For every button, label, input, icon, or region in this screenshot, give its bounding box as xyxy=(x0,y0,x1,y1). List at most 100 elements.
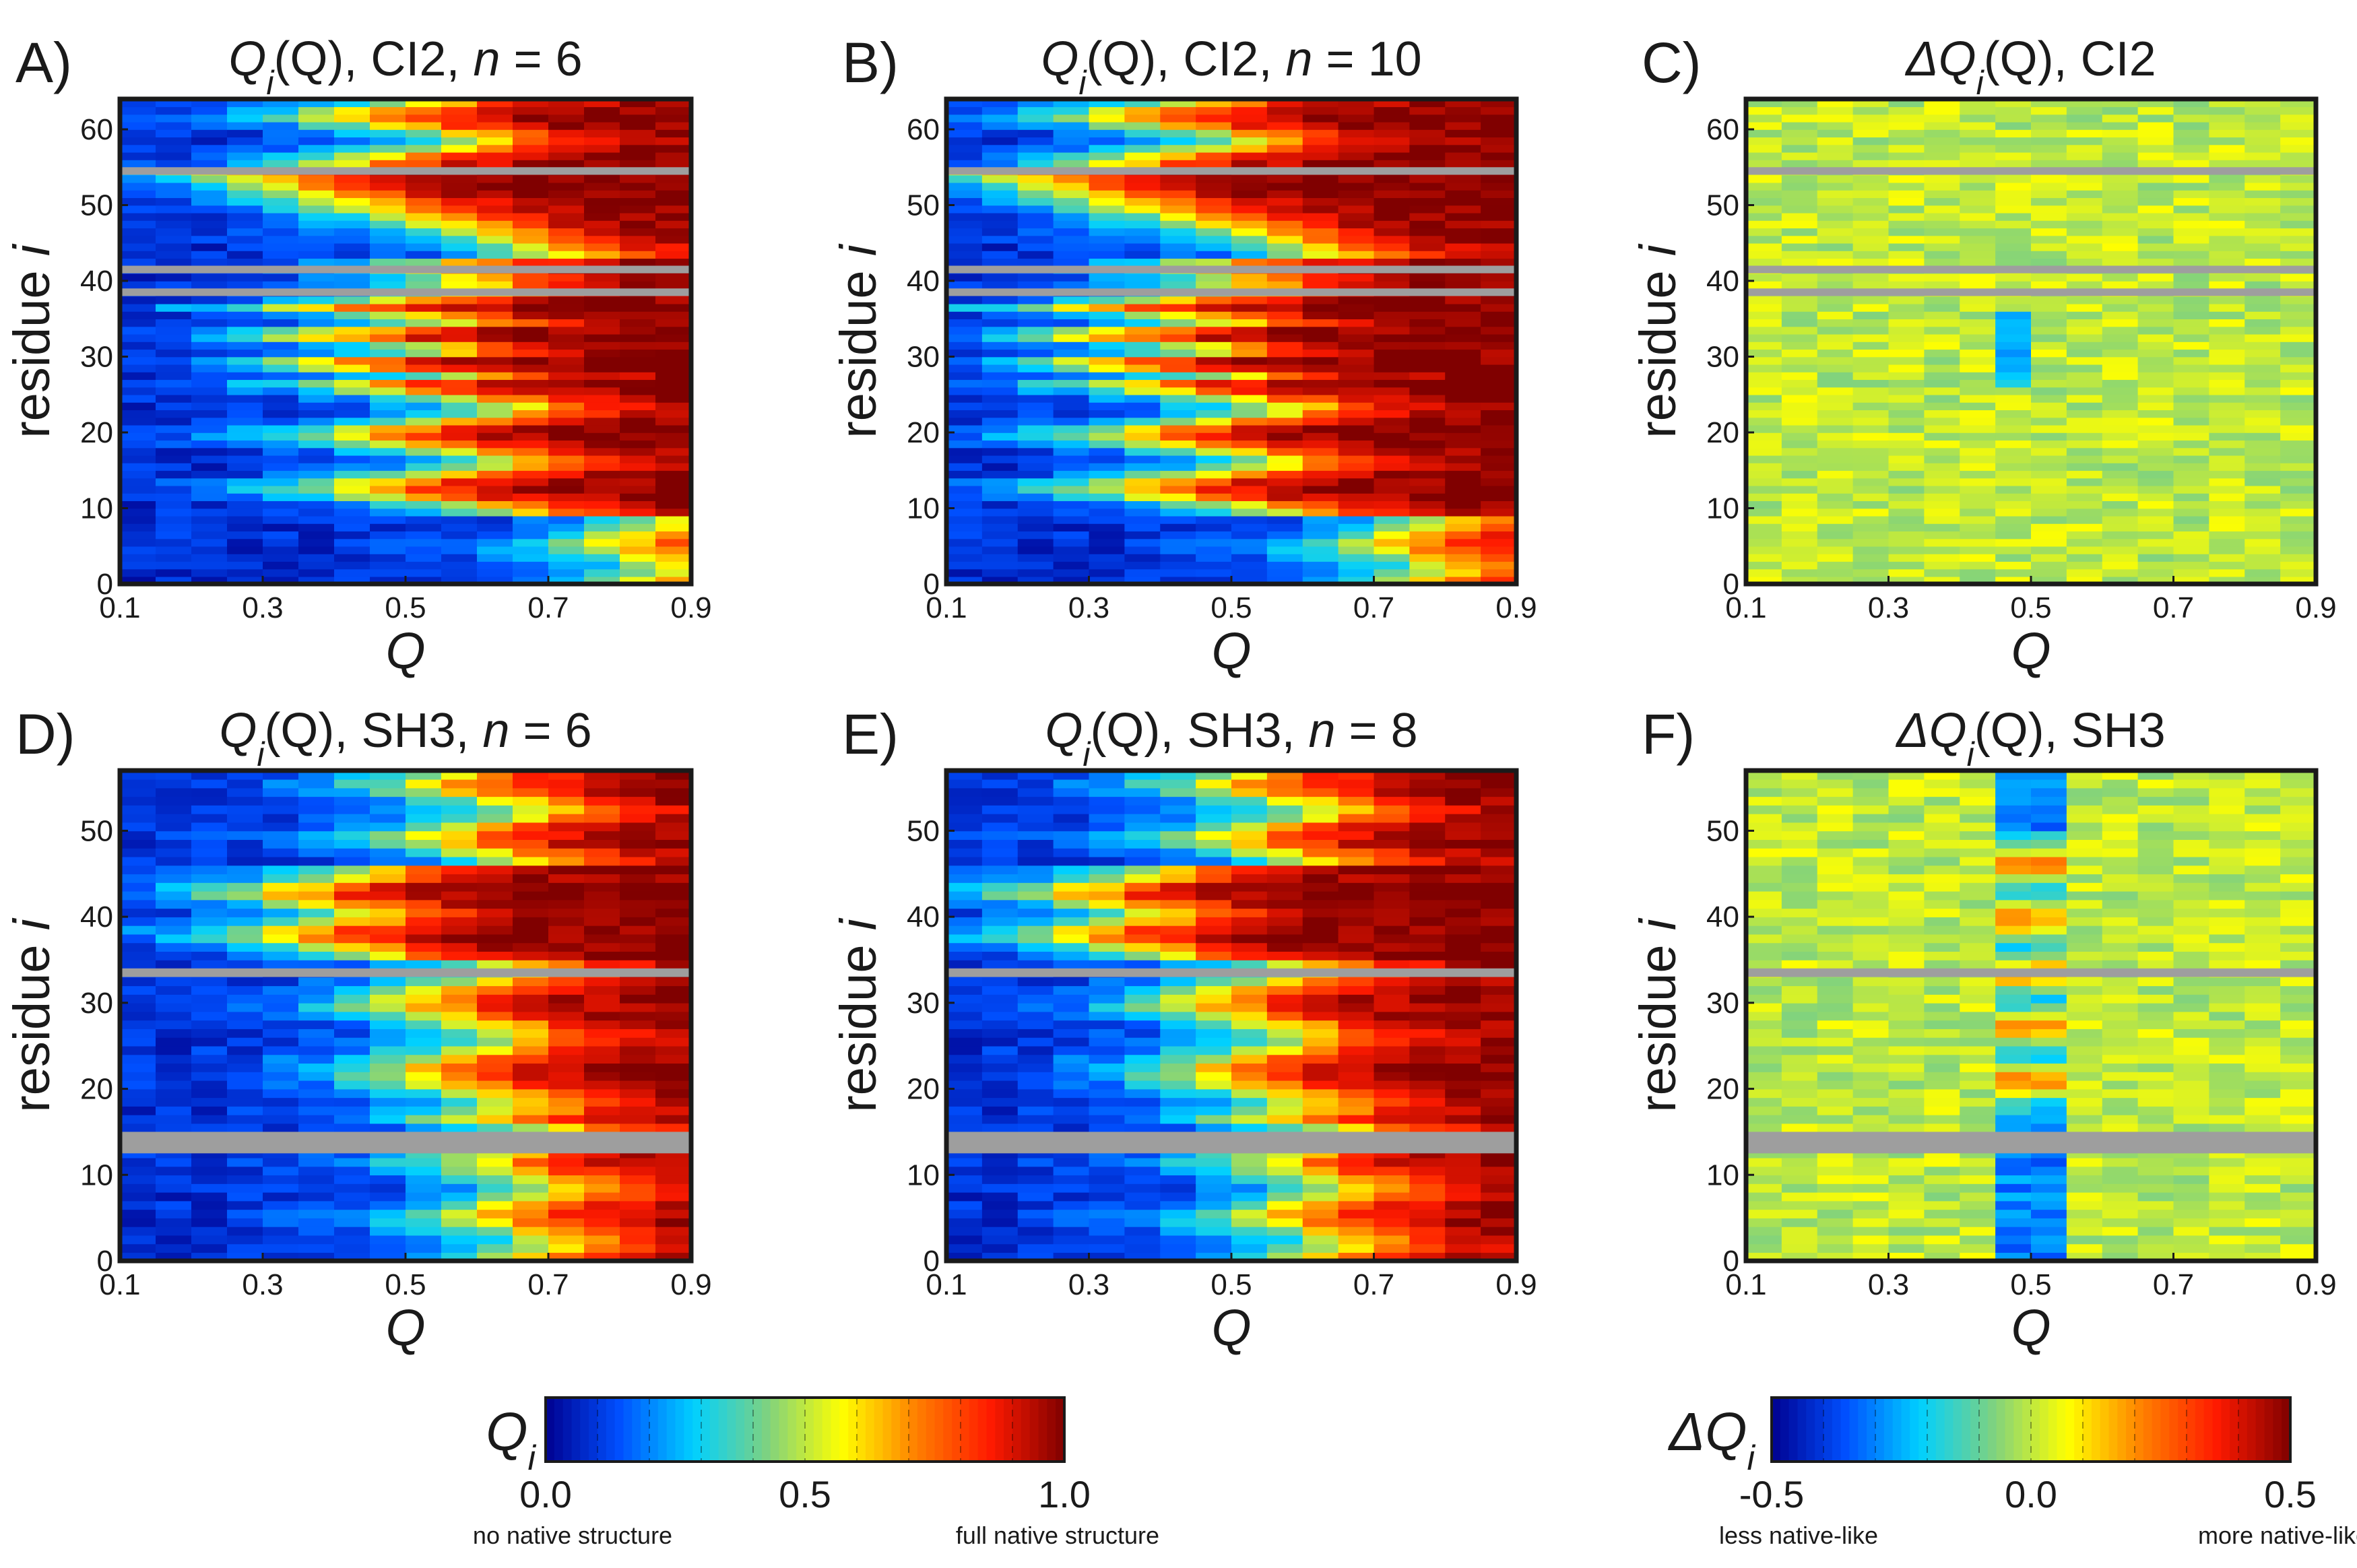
heatmap-cell xyxy=(1302,106,1339,115)
heatmap-cell xyxy=(1017,890,1054,901)
heatmap-cell xyxy=(1746,326,1782,335)
heatmap-cell xyxy=(227,942,263,952)
heatmap-cell xyxy=(227,1166,263,1176)
heatmap-cell xyxy=(2173,387,2210,395)
heatmap-cell xyxy=(477,1011,513,1021)
heatmap-cell xyxy=(1409,882,1446,892)
heatmap-cell xyxy=(1817,508,1854,517)
heatmap-cell xyxy=(156,356,192,365)
heatmap-cell xyxy=(156,447,192,456)
heatmap-cell xyxy=(441,977,478,987)
heatmap-cell xyxy=(981,1011,1019,1021)
heatmap-cell xyxy=(1302,212,1339,221)
heatmap-cell xyxy=(334,372,370,381)
heatmap-cell xyxy=(1196,182,1232,191)
heatmap-cell xyxy=(1266,190,1303,199)
heatmap-cell xyxy=(584,160,620,168)
heatmap-cell xyxy=(513,364,549,372)
heatmap-cell xyxy=(156,546,192,554)
heatmap-cell xyxy=(2031,410,2067,418)
heatmap-cell xyxy=(513,822,549,832)
heatmap-cell xyxy=(191,106,228,115)
heatmap-cell xyxy=(298,508,335,517)
heatmap-cell xyxy=(263,1218,299,1227)
heatmap-cell xyxy=(2173,410,2210,418)
heatmap-cell xyxy=(2245,205,2281,214)
heatmap-cell xyxy=(298,951,335,960)
heatmap-cell xyxy=(1302,546,1339,554)
heatmap-cell xyxy=(2137,515,2174,524)
heatmap-cell xyxy=(334,994,370,1004)
heatmap-cell xyxy=(1481,303,1517,312)
heatmap-cell xyxy=(1409,847,1446,857)
heatmap-cell xyxy=(1089,917,1126,926)
heatmap-cell xyxy=(655,1063,692,1072)
heatmap-cell xyxy=(1089,121,1126,130)
heatmap-cell xyxy=(1160,1209,1196,1218)
heatmap-cell xyxy=(1374,839,1411,849)
heatmap-cell xyxy=(1089,1209,1126,1218)
heatmap-cell xyxy=(584,478,620,486)
heatmap-cell xyxy=(156,402,192,411)
heatmap-cell xyxy=(1338,874,1375,883)
heatmap-cell xyxy=(227,106,263,115)
heatmap-cell xyxy=(1302,394,1339,403)
heatmap-cell xyxy=(1160,242,1196,251)
heatmap-cell xyxy=(298,1157,335,1167)
heatmap-cell xyxy=(1089,372,1126,381)
heatmap-cell xyxy=(1960,121,1996,130)
heatmap-cell xyxy=(370,546,406,554)
heatmap-cell xyxy=(2245,197,2281,206)
heatmap-cell xyxy=(548,830,585,840)
heatmap-cell xyxy=(513,144,549,153)
heatmap-cell xyxy=(120,106,156,115)
heatmap-cell xyxy=(263,258,299,267)
heatmap-cell xyxy=(1338,410,1375,418)
heatmap-cell xyxy=(1746,470,1782,479)
heatmap-cell xyxy=(1338,805,1375,814)
heatmap-cell xyxy=(370,440,406,449)
heatmap-cell xyxy=(1481,561,1517,570)
heatmap-cell xyxy=(1781,341,1818,350)
heatmap-cell xyxy=(1124,874,1161,883)
heatmap-cell xyxy=(548,356,585,365)
heatmap-cell xyxy=(1746,508,1782,517)
heatmap-cell xyxy=(227,470,263,479)
heatmap-cell xyxy=(441,364,478,372)
heatmap-cell xyxy=(156,977,192,987)
heatmap-cell xyxy=(298,925,335,935)
heatmap-cell xyxy=(1374,129,1411,138)
heatmap-cell xyxy=(156,830,192,840)
heatmap-cell xyxy=(981,440,1019,449)
heatmap-cell xyxy=(2031,387,2067,395)
heatmap-cell xyxy=(298,796,335,806)
heatmap-cell xyxy=(1817,394,1854,403)
heatmap-cell xyxy=(2031,440,2067,449)
heatmap-cell xyxy=(406,830,442,840)
heatmap-cell xyxy=(2280,546,2317,554)
heatmap-cell xyxy=(1124,1072,1161,1081)
heatmap-cell xyxy=(1888,235,1925,244)
heatmap-cell xyxy=(513,152,549,160)
heatmap-cell xyxy=(1445,874,1481,883)
heatmap-cell xyxy=(946,874,983,883)
heatmap-cell xyxy=(620,890,656,901)
heatmap-cell xyxy=(1888,182,1925,191)
heatmap-cell xyxy=(1924,356,1961,365)
heatmap-cell xyxy=(441,951,478,960)
heatmap-cell xyxy=(298,144,335,153)
heatmap-cell xyxy=(548,1054,585,1064)
heatmap-cell xyxy=(191,121,228,130)
heatmap-cell xyxy=(584,311,620,320)
heatmap-cell xyxy=(1124,485,1161,494)
heatmap-cell xyxy=(1817,356,1854,365)
heatmap-cell xyxy=(263,455,299,463)
heatmap-cell xyxy=(370,515,406,524)
heatmap-cell xyxy=(191,190,228,199)
heatmap-cell xyxy=(441,432,478,441)
heatmap-cell xyxy=(1196,394,1232,403)
heatmap-cell xyxy=(227,197,263,206)
heatmap-cell xyxy=(227,349,263,358)
heatmap-cell xyxy=(1053,235,1090,244)
heatmap-cell xyxy=(227,1226,263,1236)
